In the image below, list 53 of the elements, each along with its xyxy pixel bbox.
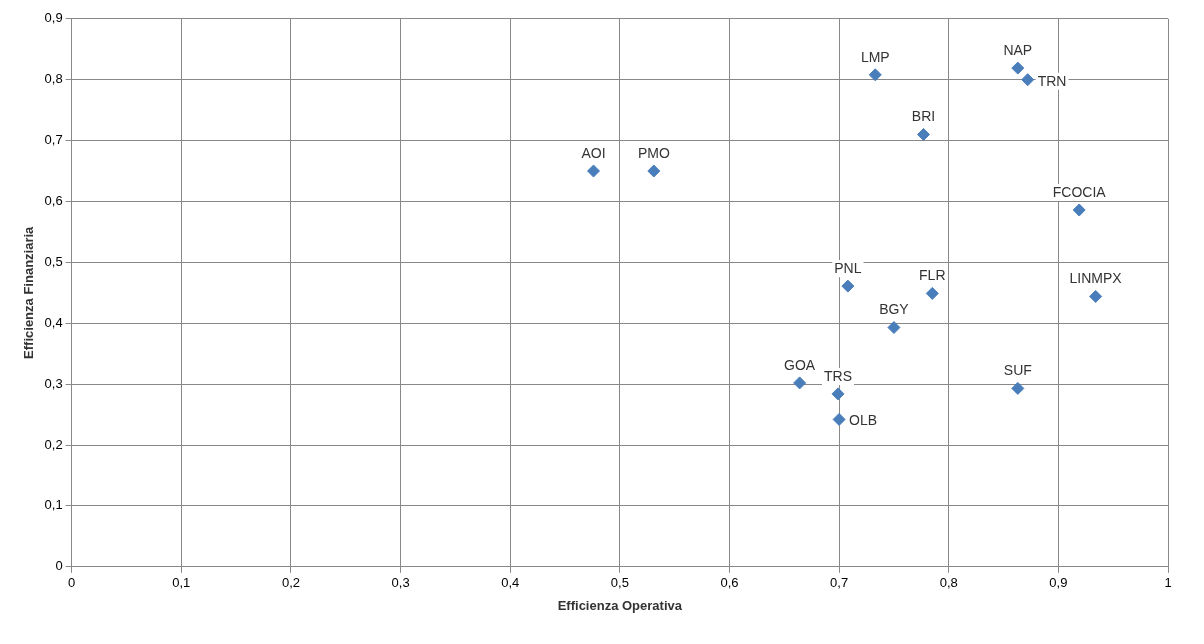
annotation: BGY	[879, 301, 910, 318]
point	[1021, 73, 1035, 87]
y-tick-label: 0,9	[44, 10, 63, 26]
y-tick-label: 0,7	[44, 132, 63, 148]
annotation: SUF	[1003, 362, 1032, 379]
x-axis-title: Efficienza Operativa	[557, 597, 683, 613]
y-tick-label: 0	[55, 558, 63, 574]
annotation: GOA	[784, 356, 816, 373]
annotation: FCOCIA	[1052, 183, 1107, 200]
x-tick-label: 0,1	[172, 575, 191, 591]
x-tick-label: 0	[68, 575, 76, 591]
point	[868, 68, 882, 82]
y-tick-label: 0,3	[44, 375, 63, 391]
y-axis-title: Efficienza Finanziaria	[21, 225, 37, 359]
x-tick-label: 0,3	[391, 575, 410, 591]
point	[1072, 203, 1086, 217]
y-tick-label: 0,4	[44, 314, 63, 330]
point	[793, 376, 807, 390]
annotation: OLB	[849, 412, 878, 429]
x-tick-label: 0,2	[281, 575, 300, 591]
point	[841, 279, 855, 293]
annotation: TRN	[1037, 72, 1067, 89]
x-tick-label: 1	[1164, 575, 1172, 591]
point	[831, 387, 845, 401]
point	[647, 164, 661, 178]
annotation: PMO	[637, 144, 670, 161]
annotation: BRI	[911, 108, 936, 125]
y-tick-label: 0,1	[44, 497, 63, 513]
y-tick-label: 0,8	[44, 71, 63, 87]
point	[1089, 289, 1103, 303]
x-tick-label: 0,8	[939, 575, 958, 591]
x-tick-label: 0,4	[501, 575, 520, 591]
annotation: TRS	[824, 367, 853, 384]
annotation: FLR	[919, 267, 946, 284]
annotation: NAP	[1003, 41, 1033, 58]
annotation: LMP	[860, 48, 890, 65]
x-tick-label: 0,6	[720, 575, 739, 591]
point	[1011, 381, 1025, 395]
y-tick-label: 0,6	[44, 193, 63, 209]
x-tick-label: 0,9	[1049, 575, 1068, 591]
point	[887, 321, 901, 335]
point	[587, 164, 601, 178]
y-tick-label: 0,2	[44, 436, 63, 452]
annotation: AOI	[581, 144, 606, 161]
annotation: LINMPX	[1069, 270, 1123, 287]
point	[925, 286, 939, 300]
x-tick-label: 0,5	[610, 575, 629, 591]
annotation: PNL	[834, 259, 862, 276]
point	[832, 412, 846, 426]
y-tick-label: 0,5	[44, 253, 63, 269]
point	[1011, 61, 1025, 75]
x-tick-label: 0,7	[830, 575, 849, 591]
point	[917, 127, 931, 141]
